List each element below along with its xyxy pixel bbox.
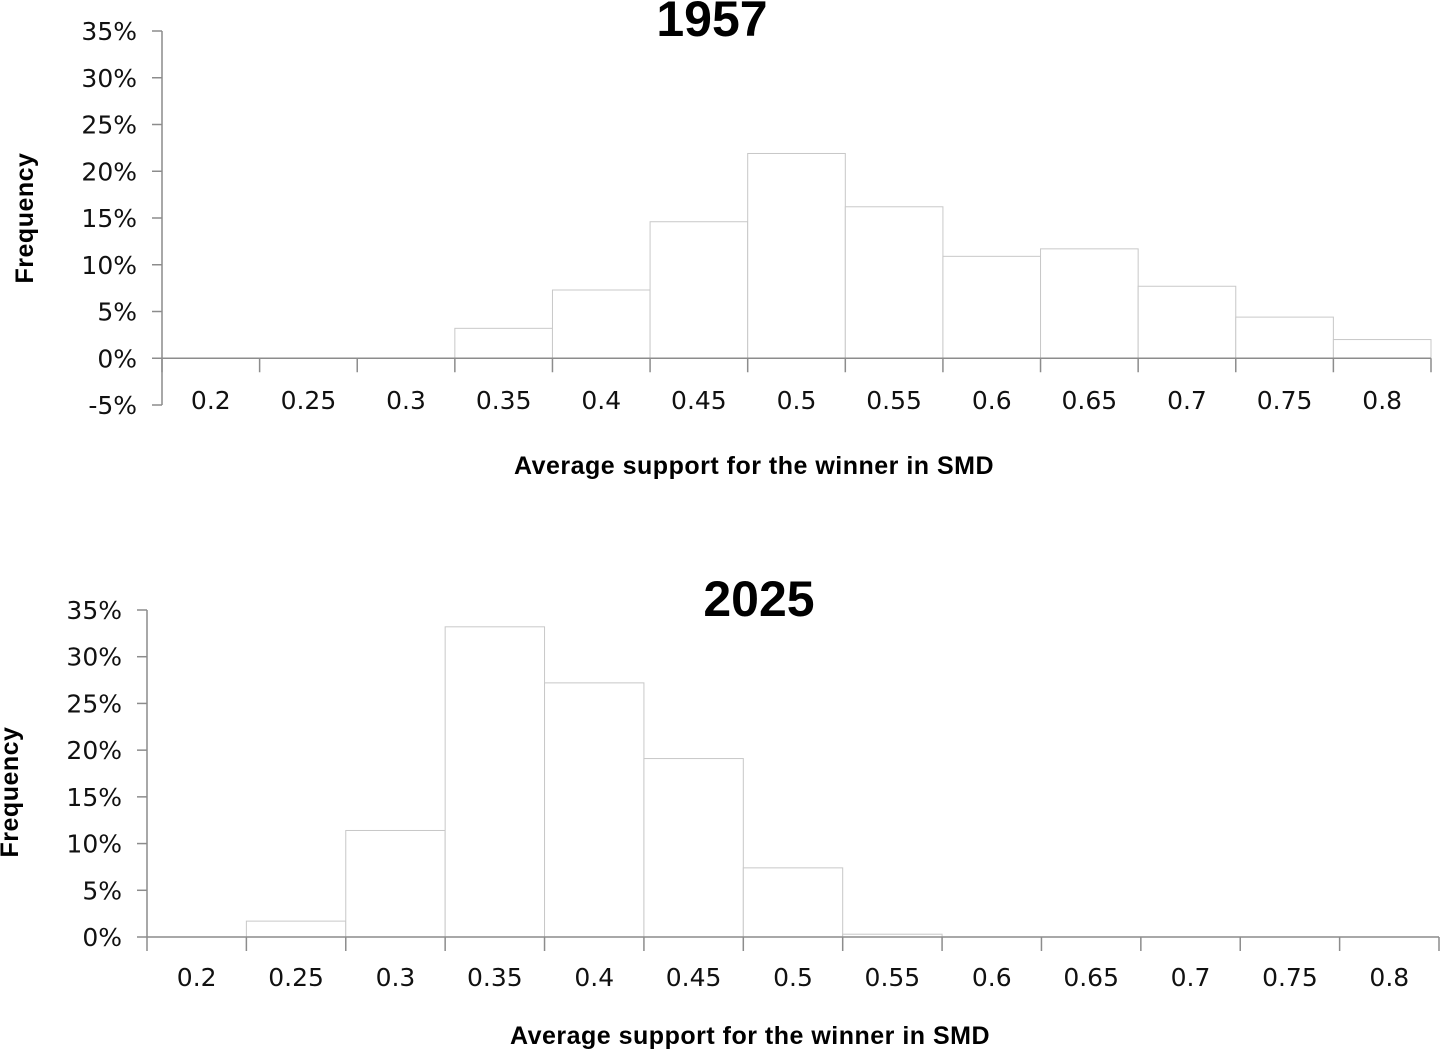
histogram-bar bbox=[942, 255, 1042, 359]
y-tick-label: 15% bbox=[81, 204, 137, 233]
x-tick-label: 0.75 bbox=[1262, 963, 1318, 992]
x-tick-label: 0.5 bbox=[773, 963, 813, 992]
histogram-bar bbox=[742, 867, 844, 938]
histogram-bar bbox=[1137, 285, 1237, 359]
histogram-bar bbox=[643, 758, 744, 938]
histogram-bar bbox=[1040, 248, 1139, 359]
y-tick-label: 35% bbox=[66, 596, 122, 625]
y-tick-label: 25% bbox=[81, 111, 137, 140]
x-tick-label: 0.65 bbox=[1062, 386, 1118, 415]
y-axis-title: Frequency bbox=[0, 727, 24, 858]
y-tick-label: 10% bbox=[66, 830, 122, 859]
x-tick-label: 0.35 bbox=[467, 963, 523, 992]
chart-2025: 2025 Frequency Average support for the w… bbox=[0, 571, 1440, 1050]
histogram-bar bbox=[444, 626, 546, 938]
x-tick-label: 0.6 bbox=[972, 963, 1012, 992]
y-tick-label: 25% bbox=[66, 689, 122, 718]
y-tick-label: 0% bbox=[97, 344, 137, 373]
x-tick-label: 0.8 bbox=[1369, 963, 1409, 992]
histogram-bar bbox=[551, 289, 651, 359]
y-tick-label: 30% bbox=[66, 643, 122, 672]
x-tick-label: 0.7 bbox=[1167, 386, 1207, 415]
x-tick-label: 0.55 bbox=[866, 386, 922, 415]
histogram-bar bbox=[345, 829, 446, 938]
x-tick-label: 0.5 bbox=[777, 386, 817, 415]
histogram-bar bbox=[454, 327, 553, 359]
x-tick-label: 0.4 bbox=[574, 963, 614, 992]
x-tick-label: 0.55 bbox=[865, 963, 921, 992]
x-tick-label: 0.25 bbox=[281, 386, 337, 415]
y-tick-label: 0% bbox=[82, 923, 122, 952]
x-axis-title: Average support for the winner in SMD bbox=[510, 1022, 990, 1050]
x-tick-label: 0.2 bbox=[191, 386, 231, 415]
x-tick-label: 0.45 bbox=[671, 386, 727, 415]
x-tick-label: 0.4 bbox=[581, 386, 621, 415]
chart-1957: 1957 Frequency Average support for the w… bbox=[11, 0, 1432, 480]
x-tick-label: 0.25 bbox=[268, 963, 324, 992]
x-tick-label: 0.8 bbox=[1362, 386, 1402, 415]
histogram-bar bbox=[1332, 339, 1432, 359]
x-tick-label: 0.2 bbox=[177, 963, 217, 992]
x-tick-label: 0.75 bbox=[1257, 386, 1313, 415]
x-tick-label: 0.3 bbox=[386, 386, 426, 415]
y-tick-label: -5% bbox=[88, 391, 137, 420]
chart-title: 1957 bbox=[656, 0, 767, 47]
histogram-bar bbox=[245, 920, 347, 938]
y-tick-label: 20% bbox=[66, 736, 122, 765]
x-tick-label: 0.45 bbox=[666, 963, 722, 992]
y-axis-title: Frequency bbox=[11, 153, 39, 284]
histogram-bar bbox=[544, 682, 645, 938]
x-axis-title: Average support for the winner in SMD bbox=[514, 452, 994, 480]
x-tick-label: 0.65 bbox=[1063, 963, 1119, 992]
histogram-bar bbox=[649, 221, 749, 359]
x-tick-label: 0.7 bbox=[1171, 963, 1211, 992]
histogram-bar bbox=[747, 152, 846, 359]
y-tick-label: 15% bbox=[66, 783, 122, 812]
histogram-bar bbox=[844, 206, 944, 359]
y-tick-label: 20% bbox=[81, 157, 137, 186]
y-tick-label: 5% bbox=[97, 298, 137, 327]
y-tick-label: 5% bbox=[82, 876, 122, 905]
chart-title: 2025 bbox=[703, 571, 814, 627]
histogram-bar bbox=[1235, 316, 1334, 359]
y-tick-label: 10% bbox=[81, 251, 137, 280]
x-tick-label: 0.35 bbox=[476, 386, 532, 415]
x-tick-label: 0.3 bbox=[376, 963, 416, 992]
x-tick-label: 0.6 bbox=[972, 386, 1012, 415]
y-tick-label: 35% bbox=[81, 17, 137, 46]
y-tick-label: 30% bbox=[81, 64, 137, 93]
